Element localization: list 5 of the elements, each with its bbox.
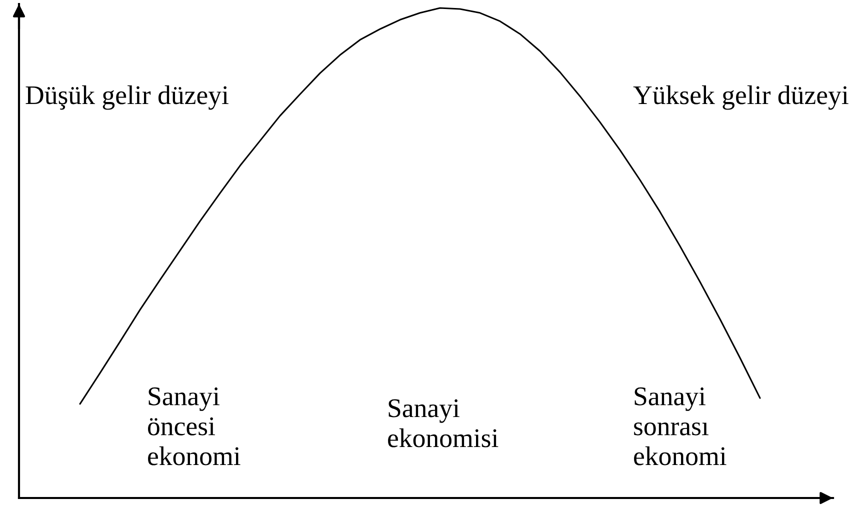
annotation: Sanayi öncesi ekonomi: [148, 387, 240, 466]
annotation: Yüksek gelir düzeyi: [633, 85, 848, 110]
annotation: Düşük gelir düzeyi: [26, 85, 228, 110]
annotation: Sanayi sonrası ekonomi: [634, 387, 726, 466]
annotation: Sanayi ekonomisi: [388, 399, 498, 448]
